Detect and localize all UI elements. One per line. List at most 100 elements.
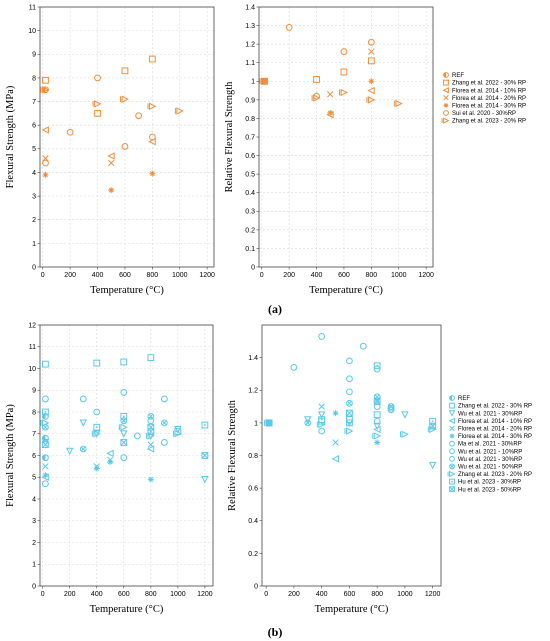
data-point <box>429 417 437 425</box>
data-point <box>201 421 209 429</box>
legend-item: Florea et al. 2014 - 30% RP <box>443 103 526 110</box>
y-tick-label: 8 <box>32 409 36 416</box>
y-tick-label: 1.3 <box>245 23 255 30</box>
y-tick-label: 0.4 <box>245 190 255 197</box>
data-point <box>428 461 437 470</box>
x-tick-label: 600 <box>338 272 350 279</box>
data-point <box>160 395 168 403</box>
x-tick-label: 200 <box>64 591 76 598</box>
data-point <box>145 432 155 440</box>
data-point <box>304 416 312 424</box>
data-point <box>346 399 353 407</box>
x-tick-label: 800 <box>366 272 378 279</box>
data-point <box>373 403 381 410</box>
x-tick-label: 800 <box>147 272 159 279</box>
data-point <box>374 439 381 446</box>
data-point <box>317 411 326 419</box>
data-point <box>93 430 101 438</box>
data-point <box>42 171 49 178</box>
grid-a-left <box>40 6 214 268</box>
x-axis-label: Temperature (°C) <box>90 285 164 296</box>
data-point <box>42 395 49 403</box>
data-point <box>346 388 353 396</box>
y-axis-label: Relative Flexural Strength <box>224 81 235 193</box>
y-tick-label: 11 <box>29 344 36 351</box>
data-point <box>120 95 129 103</box>
data-point <box>42 454 49 462</box>
y-axis-label: Flexural Strength (MPa) <box>5 404 16 507</box>
data-point <box>92 100 102 108</box>
data-point <box>346 419 353 427</box>
data-point <box>367 86 375 95</box>
y-tick-label: 10 <box>28 366 36 373</box>
data-point <box>318 403 325 410</box>
x-tick-label: 400 <box>92 272 104 279</box>
y-tick-label: 6 <box>32 453 36 460</box>
data-point <box>318 427 326 435</box>
y-tick-label: 1 <box>32 241 36 248</box>
x-tick-label: 200 <box>288 591 300 598</box>
x-tick-label: 600 <box>119 272 131 279</box>
x-tick-label: 1000 <box>172 272 188 279</box>
y-tick-label: 0.8 <box>245 116 255 123</box>
points-a-left <box>40 55 184 194</box>
data-point <box>79 395 87 403</box>
legend-item: Hu et al. 2023 - 50%RP <box>449 486 521 493</box>
data-point <box>331 455 339 463</box>
x-tick-label: 800 <box>145 591 157 598</box>
x-axis-label: Temperature (°C) <box>315 604 389 615</box>
data-point <box>344 427 354 435</box>
points-b-right <box>264 333 437 470</box>
y-tick-label: 0.4 <box>248 518 258 525</box>
data-point <box>93 359 101 367</box>
data-point <box>147 441 155 448</box>
data-point <box>42 480 49 488</box>
data-point <box>91 430 101 438</box>
legend-label: Wu et al. 2021 - 30%RP <box>458 457 522 463</box>
data-point <box>94 74 101 82</box>
data-point <box>265 419 273 427</box>
legend-label: Wu et al. 2021 - 30%RP <box>458 411 522 417</box>
legend-item: Florea et al. 2014 - 20% RP <box>449 425 532 433</box>
data-point <box>160 419 168 427</box>
legend-item: REF <box>443 72 464 79</box>
data-point <box>400 430 409 439</box>
y-tick-label: 1.1 <box>245 60 255 67</box>
ticks-a-left: 0 200 400 600 800 1000 1200 0 1 2 3 4 5 6 7 8 9 10 11 <box>28 4 215 279</box>
data-point <box>79 419 87 427</box>
legend-label: Wu et al. 2021 - 50%RP <box>458 465 522 471</box>
legend-label: Florea et al. 2014 - 10% RP <box>452 88 526 94</box>
x-tick-label: 1200 <box>199 272 215 279</box>
data-point <box>146 445 155 453</box>
data-point <box>41 439 50 447</box>
data-point <box>393 99 403 108</box>
y-tick-label: 0.6 <box>248 486 258 493</box>
data-point <box>133 432 141 440</box>
y-tick-label: 0 <box>32 583 36 590</box>
data-point <box>41 126 49 134</box>
data-point <box>311 94 321 102</box>
y-tick-label: 3 <box>32 193 36 200</box>
chart-b-left: 0 200 400 600 800 1000 12000123456789101112Tem… <box>5 322 214 615</box>
legend-label: Sui et al. 2020 - 30%RP <box>452 111 516 117</box>
data-point <box>387 403 395 410</box>
x-tick-label: 600 <box>118 591 130 598</box>
legend-label: Zhang et al. 2023 - 20% RP <box>452 119 526 125</box>
y-tick-label: 4 <box>32 170 36 177</box>
data-point <box>121 143 129 150</box>
data-point <box>42 159 49 167</box>
grid-a-right <box>259 6 433 268</box>
x-tick-label: 800 <box>371 591 383 598</box>
data-point <box>79 445 87 453</box>
data-point <box>93 408 101 416</box>
x-tick-label: 1200 <box>197 591 213 598</box>
chart-a-right: 0 200 400 600 800 1000 1200 0 0.1 0.2 0.3 0.4 0.5 0.6… <box>224 4 526 296</box>
y-tick-label: 5 <box>32 475 36 482</box>
data-point <box>261 78 268 85</box>
y-tick-label: 4 <box>32 496 36 503</box>
data-point <box>120 439 128 446</box>
data-point <box>108 187 115 194</box>
data-point <box>373 411 381 419</box>
y-tick-label: 0 <box>254 583 258 590</box>
